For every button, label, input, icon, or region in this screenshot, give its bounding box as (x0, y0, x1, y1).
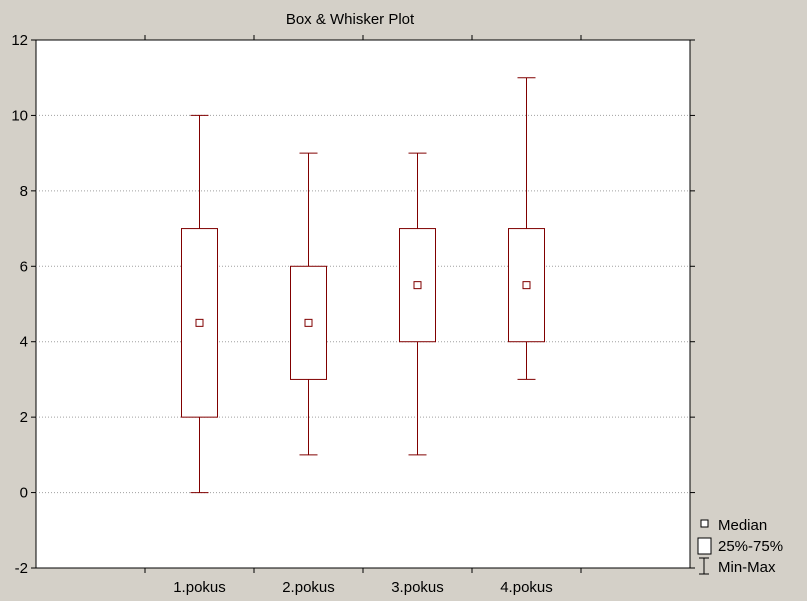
box-group-1.pokus (181, 114, 218, 494)
median-marker (522, 281, 531, 290)
x-tick-label: 4.pokus (500, 579, 553, 596)
box-group-3.pokus (399, 152, 436, 456)
y-tick-label: 4 (20, 334, 28, 351)
y-tick-label: -2 (15, 560, 28, 577)
grid-lines (36, 114, 690, 494)
y-tick-label: 12 (11, 32, 28, 49)
legend: Median 25%-75% Min-Max (697, 517, 783, 576)
legend-box-label: 25%-75% (718, 538, 783, 555)
y-tick-label: 2 (20, 409, 28, 426)
y-tick-label: 10 (11, 107, 28, 124)
y-tick-label: 0 (20, 485, 28, 502)
legend-median-label: Median (718, 517, 767, 534)
median-marker (304, 318, 313, 327)
median-marker (195, 318, 204, 327)
y-tick-label: 6 (20, 258, 28, 275)
box-group-2.pokus (290, 152, 327, 456)
y-tick-label: 8 (20, 183, 28, 200)
median-marker (413, 281, 422, 290)
boxes (181, 77, 545, 494)
plot-area (35, 39, 691, 569)
axes: -2 0 2 4 6 8 10 12 1.pokus 2.pokus 3.pokus 4.pokus (11, 32, 695, 596)
chart-title: Box & Whisker Plot (286, 11, 415, 28)
x-tick-label: 2.pokus (282, 579, 335, 596)
legend-box-icon (697, 537, 712, 555)
legend-median-icon (700, 519, 709, 528)
box-group-4.pokus (508, 77, 545, 380)
x-tick-label: 1.pokus (173, 579, 226, 596)
legend-minmax-label: Min-Max (718, 559, 776, 576)
x-tick-label: 3.pokus (391, 579, 444, 596)
